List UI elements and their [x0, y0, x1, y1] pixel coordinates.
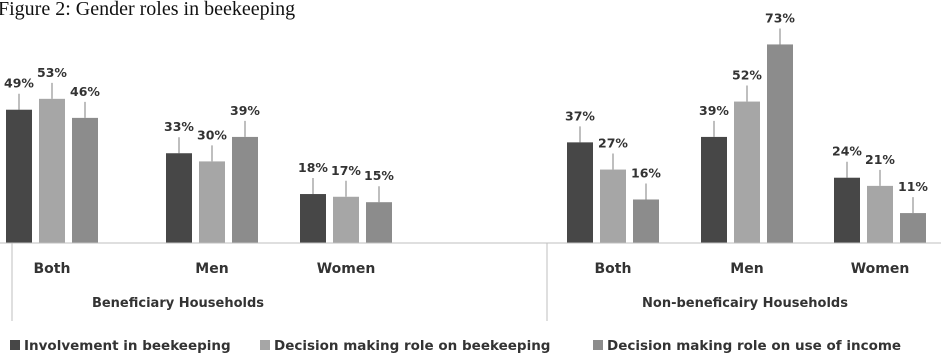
data-label-0-2-1: 17%: [331, 163, 361, 178]
data-label-1-1-1: 52%: [732, 68, 762, 83]
data-label-1-1-0: 39%: [699, 103, 729, 118]
data-label-0-2-2: 15%: [364, 168, 394, 183]
data-label-1-2-1: 21%: [865, 152, 895, 167]
bars: [6, 44, 926, 243]
bar-1-0-2: [633, 199, 659, 243]
data-label-0-2-0: 18%: [298, 160, 328, 175]
bar-1-1-0: [701, 136, 727, 243]
bar-1-2-1: [867, 185, 893, 243]
data-label-1-0-2: 16%: [631, 165, 661, 180]
legend-swatch-2: [593, 340, 603, 350]
legend-label-0: Involvement in beekeeping: [24, 338, 231, 354]
data-label-0-1-0: 33%: [164, 119, 194, 134]
bar-0-2-0: [300, 194, 326, 243]
bar-1-2-0: [834, 177, 860, 243]
group-label-1: Non-beneficairy Households: [642, 296, 848, 311]
data-label-0-1-2: 39%: [230, 103, 260, 118]
data-label-0-0-1: 53%: [37, 65, 67, 80]
bar-0-2-2: [366, 202, 392, 243]
category-label-1-2: Women: [851, 261, 910, 277]
bar-1-1-1: [734, 101, 760, 243]
bar-0-1-1: [199, 161, 225, 243]
category-label-0-2: Women: [317, 261, 376, 277]
bar-0-1-0: [166, 153, 192, 243]
bar-1-2-2: [900, 213, 926, 243]
legend: Involvement in beekeeping Decision making…: [10, 338, 901, 354]
bar-0-0-0: [6, 109, 32, 243]
error-bars: [18, 28, 914, 214]
legend-swatch-0: [10, 340, 20, 350]
category-label-1-1: Men: [730, 261, 763, 277]
data-label-0-0-0: 49%: [4, 76, 34, 91]
category-label-1-0: Both: [595, 261, 632, 277]
legend-swatch-1: [260, 340, 270, 350]
category-axis: Both Men Women Beneficiary Households Both Me…: [0, 242, 941, 321]
group-label-0: Beneficiary Households: [92, 296, 264, 311]
figure-title: Figure 2: Gender roles in beekeeping: [0, 0, 295, 20]
bar-0-0-1: [39, 98, 65, 243]
bar-1-0-1: [600, 169, 626, 243]
data-label-0-1-1: 30%: [197, 127, 227, 142]
bar-0-1-2: [232, 136, 258, 243]
data-label-1-2-2: 11%: [898, 179, 928, 194]
legend-label-1: Decision making role on beekeeping: [274, 338, 550, 354]
legend-label-2: Decision making role on use of income: [607, 338, 901, 354]
data-label-0-0-2: 46%: [70, 84, 100, 99]
bar-1-1-2: [767, 44, 793, 243]
data-label-1-1-2: 73%: [765, 10, 795, 25]
data-label-1-2-0: 24%: [832, 144, 862, 159]
category-label-0-1: Men: [195, 261, 228, 277]
data-labels: 49%53%46%33%30%39%18% 17% 15%37%27%16%39%5…: [4, 10, 928, 194]
bar-1-0-0: [567, 142, 593, 243]
data-label-1-0-1: 27%: [598, 136, 628, 151]
category-label-0-0: Both: [34, 261, 71, 277]
bar-0-0-2: [72, 117, 98, 243]
bar-0-2-1: [333, 196, 359, 243]
data-label-1-0-0: 37%: [565, 108, 595, 123]
